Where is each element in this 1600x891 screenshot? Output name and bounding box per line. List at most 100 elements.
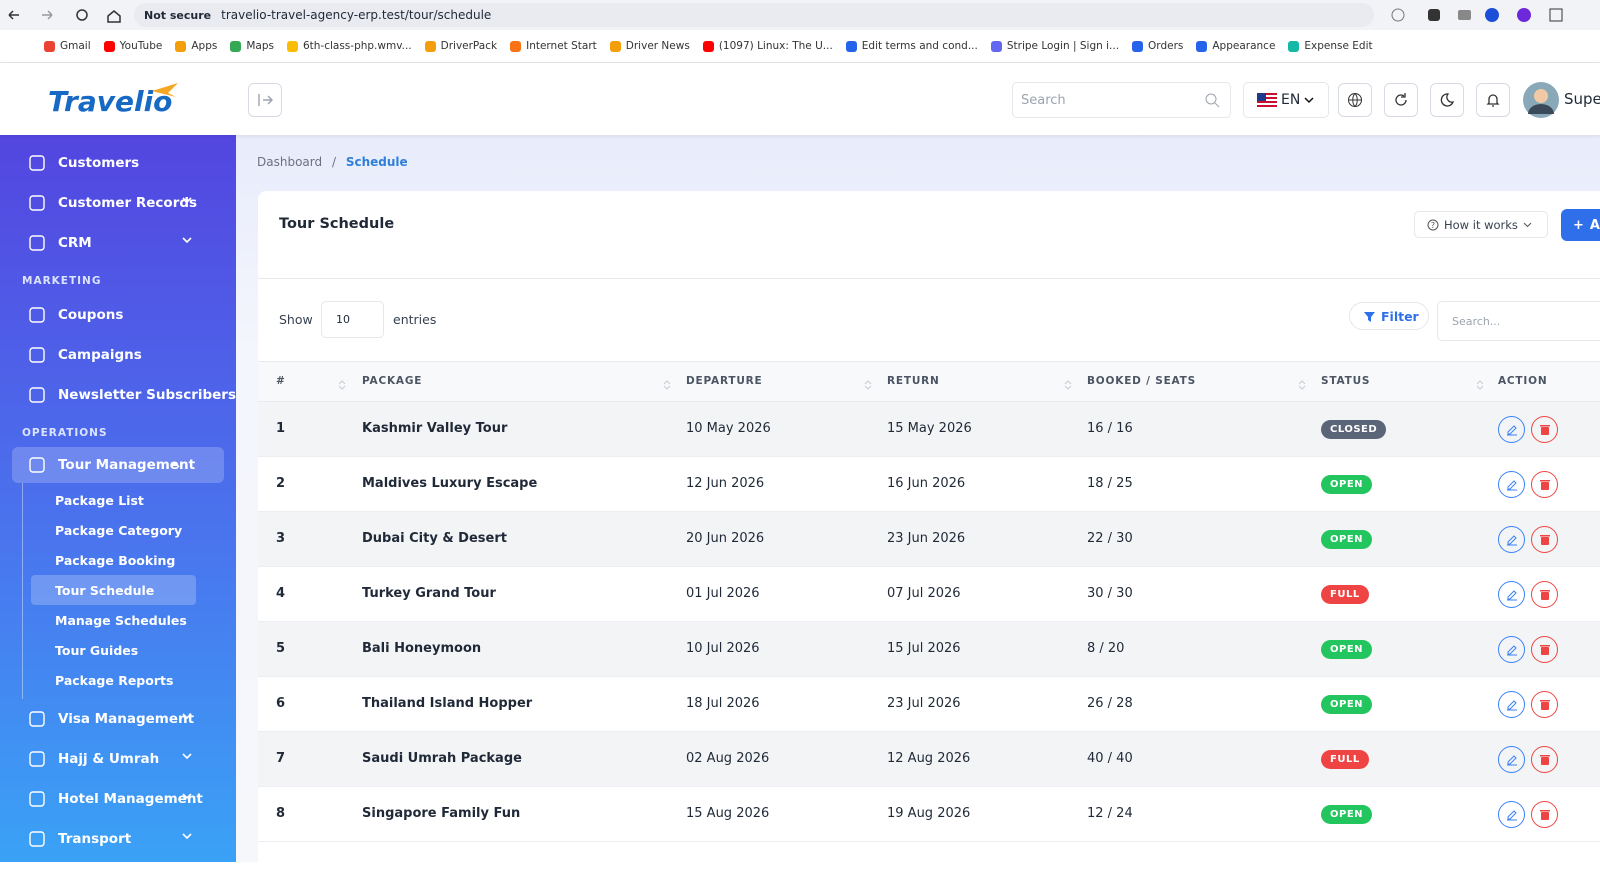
cell-return: 23 Jun 2026 [887, 531, 966, 546]
menu-item[interactable]: Tour Management [12, 447, 224, 483]
bookmark[interactable]: Orders [1132, 40, 1183, 52]
bookmark-icon [424, 40, 436, 52]
edit-button[interactable] [1498, 746, 1525, 773]
user-name[interactable]: Super [1564, 90, 1600, 108]
cell-return: 19 Aug 2026 [887, 806, 971, 821]
status-badge: FULL [1321, 750, 1369, 769]
how-it-works-label: How it works [1444, 217, 1518, 232]
bookmark-label: Apps [191, 40, 218, 52]
search-input[interactable]: Search [1012, 82, 1231, 118]
delete-button[interactable] [1531, 746, 1558, 773]
collapse-button[interactable] [248, 83, 282, 117]
delete-button[interactable] [1531, 636, 1558, 663]
how-it-works-button[interactable]: ? How it works [1414, 211, 1548, 238]
theme-button[interactable] [1430, 83, 1464, 117]
bookmark[interactable]: Maps [230, 40, 274, 52]
cell-booked: 8 / 20 [1087, 641, 1125, 656]
edit-button[interactable] [1498, 526, 1525, 553]
bookmark-label: (1097) Linux: The U... [718, 40, 833, 52]
sidebar-spacer [0, 135, 236, 143]
bookmark[interactable]: Appearance [1196, 40, 1275, 52]
bookmark[interactable]: DriverPack [424, 40, 498, 52]
menu-item[interactable]: Customers [0, 143, 236, 183]
bookmark[interactable]: 6th-class-php.wmv... [286, 40, 412, 52]
bookmark[interactable]: Apps [175, 40, 217, 52]
edit-button[interactable] [1498, 471, 1525, 498]
edit-button[interactable] [1498, 691, 1525, 718]
cell-booked: 12 / 24 [1087, 806, 1133, 821]
bookmark[interactable]: YouTube [103, 40, 162, 52]
bookmark[interactable]: Internet Start [510, 40, 597, 52]
logo[interactable]: Travelio [44, 77, 194, 123]
menu-label: Coupons [58, 307, 124, 323]
cell-booked: 26 / 28 [1087, 696, 1133, 711]
bookmark[interactable]: Expense Edit [1288, 40, 1373, 52]
column-header[interactable]: DEPARTURE [686, 375, 763, 387]
cell-departure: 02 Aug 2026 [686, 751, 770, 766]
globe-button[interactable] [1338, 83, 1372, 117]
menu-item[interactable]: Visa Management [0, 699, 236, 739]
bookmark-label: DriverPack [440, 40, 498, 52]
notifications-button[interactable] [1476, 83, 1510, 117]
bookmark[interactable]: Driver News [609, 40, 690, 52]
edit-button[interactable] [1498, 636, 1525, 663]
show-label: Show [279, 312, 313, 327]
menu-label: Campaigns [58, 347, 142, 363]
table-row: 6 Thailand Island Hopper 18 Jul 2026 23 Jul… [258, 677, 1600, 732]
delete-button[interactable] [1531, 526, 1558, 553]
address-bar[interactable]: Not secure travelio-travel-agency-erp.te… [134, 3, 1374, 27]
extensions[interactable] [1390, 6, 1590, 24]
edit-button[interactable] [1498, 581, 1525, 608]
section-heading: OPERATIONS [22, 427, 108, 439]
sort-icon [1476, 376, 1484, 395]
language-select[interactable]: EN [1243, 82, 1329, 118]
bookmark[interactable]: Edit terms and cond... [845, 40, 978, 52]
submenu-item[interactable]: Package Booking [55, 552, 176, 568]
nav-buttons[interactable] [6, 7, 126, 23]
column-header[interactable]: PACKAGE [362, 375, 423, 387]
filter-button[interactable]: Filter [1349, 302, 1429, 330]
submenu-item[interactable]: Package Category [55, 522, 183, 538]
cell-number: 6 [276, 696, 286, 711]
delete-button[interactable] [1531, 691, 1558, 718]
submenu-item[interactable]: Package Reports [55, 672, 174, 688]
edit-button[interactable] [1498, 801, 1525, 828]
column-header[interactable]: STATUS [1321, 375, 1371, 387]
menu-item[interactable]: Coupons [0, 295, 236, 335]
submenu-item[interactable]: Package List [55, 492, 144, 508]
entries-select[interactable]: 10 [321, 301, 384, 338]
menu-item[interactable]: Campaigns [0, 335, 236, 375]
bookmark[interactable]: (1097) Linux: The U... [702, 40, 833, 52]
table-row: 7 Saudi Umrah Package 02 Aug 2026 12 Aug 20… [258, 732, 1600, 787]
bookmark[interactable]: Gmail [44, 40, 91, 52]
submenu-item[interactable]: Tour Guides [55, 642, 139, 658]
submenu-item[interactable]: Tour Schedule [31, 575, 196, 605]
status-badge: OPEN [1321, 530, 1373, 549]
breadcrumb-link[interactable]: Dashboard [257, 155, 323, 169]
menu-item[interactable]: Customer Records [0, 183, 236, 223]
bookmark-icon [1196, 40, 1208, 52]
edit-button[interactable] [1498, 416, 1525, 443]
column-header[interactable]: RETURN [887, 375, 940, 387]
delete-button[interactable] [1531, 416, 1558, 443]
table-search[interactable]: Search... [1437, 301, 1600, 341]
refresh-button[interactable] [1384, 83, 1418, 117]
add-button-label: A [1589, 217, 1600, 233]
delete-button[interactable] [1531, 471, 1558, 498]
avatar[interactable] [1522, 81, 1560, 119]
delete-button[interactable] [1531, 581, 1558, 608]
menu-item[interactable]: CRM [0, 223, 236, 263]
column-header[interactable]: # [276, 375, 286, 387]
menu-item[interactable]: Transport [0, 819, 236, 859]
add-button[interactable]: + A [1561, 209, 1600, 241]
column-header[interactable]: BOOKED / SEATS [1087, 375, 1196, 387]
delete-button[interactable] [1531, 801, 1558, 828]
column-header[interactable]: ACTION [1498, 375, 1548, 387]
cell-booked: 30 / 30 [1087, 586, 1133, 601]
menu-item[interactable]: Hotel Management [0, 779, 236, 819]
menu-item[interactable]: Hajj & Umrah [0, 739, 236, 779]
bookmark[interactable]: Stripe Login | Sign i... [990, 40, 1119, 52]
table-row: 5 Bali Honeymoon 10 Jul 2026 15 Jul 2026 8 /… [258, 622, 1600, 677]
menu-item[interactable]: Newsletter Subscribers [0, 375, 236, 415]
submenu-item[interactable]: Manage Schedules [55, 612, 187, 628]
